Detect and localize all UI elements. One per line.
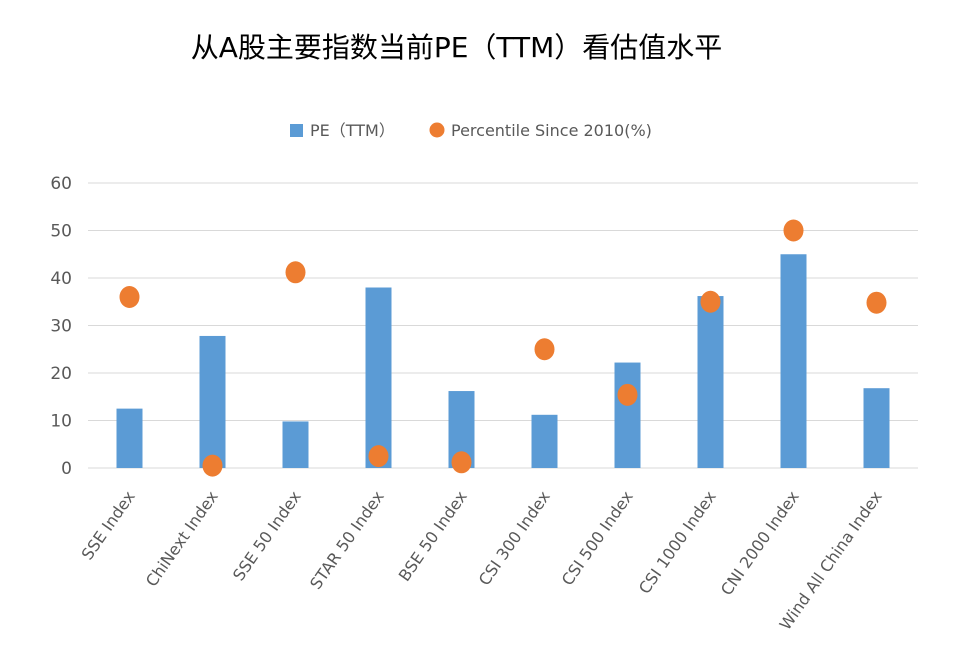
bar-pe [697,296,724,468]
x-tick-label: CSI 1000 Index [635,487,720,597]
percentile-dots [119,219,887,477]
dot-percentile [202,454,223,477]
bars [116,254,890,468]
bar-pe [116,408,143,468]
x-tick-label: BSE 50 Index [395,487,471,584]
y-tick-label: 40 [50,269,72,289]
dot-percentile [534,338,555,361]
bar-pe [199,335,226,468]
dot-percentile [617,383,638,406]
legend: PE（TTM） Percentile Since 2010(%) [290,121,652,140]
x-tick-label: CSI 500 Index [558,487,637,589]
y-tick-label: 50 [50,222,72,242]
dot-percentile [119,286,140,308]
y-tick-label: 20 [50,364,72,384]
x-tick-label: STAR 50 Index [306,487,388,592]
y-tick-label: 60 [50,174,72,194]
bar-pe [780,254,807,468]
dot-percentile [451,451,472,474]
bar-pe [365,287,392,468]
x-axis-labels: SSE Index ChiNext Index SSE 50 Index STAR 5… [78,487,886,633]
legend-swatch-pe [290,124,303,137]
x-tick-label: SSE 50 Index [229,487,305,584]
y-tick-label: 30 [50,317,72,337]
dot-percentile [866,291,887,314]
dot-percentile [285,261,306,284]
legend-label-pe: PE（TTM） [310,121,395,140]
legend-swatch-percentile [429,122,445,138]
dot-percentile [783,219,804,242]
bar-pe [863,388,890,468]
y-axis-ticks: 0 10 20 30 40 50 60 [50,174,72,479]
gridlines [88,182,918,469]
x-tick-label: CNI 2000 Index [717,487,803,598]
legend-label-percentile: Percentile Since 2010(%) [451,121,652,140]
y-tick-label: 0 [61,459,72,479]
x-tick-label: SSE Index [78,487,139,563]
dot-percentile [700,290,721,313]
x-tick-label: ChiNext Index [142,487,222,590]
y-tick-label: 10 [50,412,72,432]
bar-pe [531,414,558,468]
dot-percentile [368,445,389,468]
bar-pe [614,362,641,468]
bar-pe [282,421,309,468]
x-tick-label: CSI 300 Index [475,487,554,589]
chart-title: 从A股主要指数当前PE（TTM）看估值水平 [190,31,723,64]
